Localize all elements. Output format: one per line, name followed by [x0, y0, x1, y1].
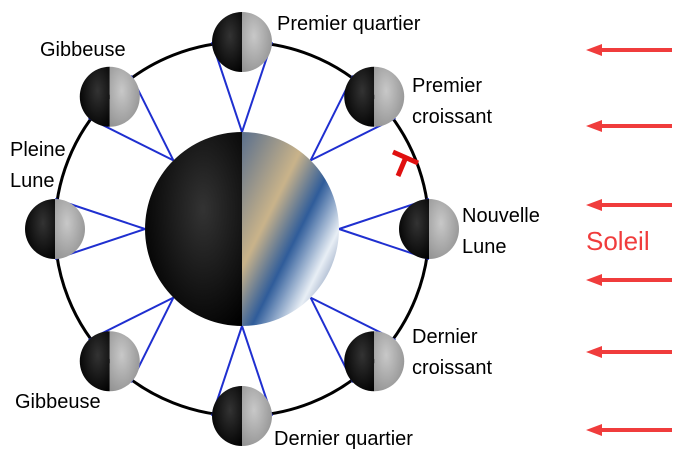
moon-dark-half [80, 331, 110, 391]
moon-dark-half [80, 67, 110, 127]
moon-phases-diagram: Soleil Premier quartier Gibbeuse Premier cr… [0, 0, 678, 455]
phase-label-line: croissant [412, 357, 492, 379]
phase-label-line: Premier quartier [277, 13, 421, 35]
phase-label: Premier quartier [277, 13, 421, 35]
phase-label-line: Pleine [10, 139, 66, 161]
earth-day [242, 132, 339, 326]
moon-lit-half [374, 67, 404, 127]
phase-label-line: Dernier quartier [274, 428, 413, 450]
moon-lit-half [242, 386, 272, 446]
phase-label: Dernier quartier [274, 428, 413, 450]
phase-label-line: Gibbeuse [40, 39, 126, 61]
phase-label: Premier croissant [412, 75, 492, 128]
moon-lit-half [374, 331, 404, 391]
phase-label: Gibbeuse [40, 39, 126, 61]
sun-label: Soleil [586, 226, 650, 256]
moon-dark-half [212, 386, 242, 446]
phase-label-line: Gibbeuse [15, 391, 101, 413]
phase-label-line: Lune [10, 170, 55, 192]
phase-label: Gibbeuse [15, 391, 101, 413]
earth-night [145, 132, 242, 326]
moon-lit-half [242, 12, 272, 72]
phase-label: Pleine Lune [10, 139, 66, 192]
phase-label-line: Lune [462, 236, 507, 258]
phase-label-line: Nouvelle [462, 205, 540, 227]
moon-dark-half [212, 12, 242, 72]
moon-lit-half [429, 199, 459, 259]
phase-label: Nouvelle Lune [462, 205, 540, 258]
phase-label-line: Premier [412, 75, 482, 97]
phase-label-line: croissant [412, 106, 492, 128]
phase-label: Dernier croissant [412, 326, 492, 379]
moon-dark-half [25, 199, 55, 259]
phase-label-line: Dernier [412, 326, 478, 348]
